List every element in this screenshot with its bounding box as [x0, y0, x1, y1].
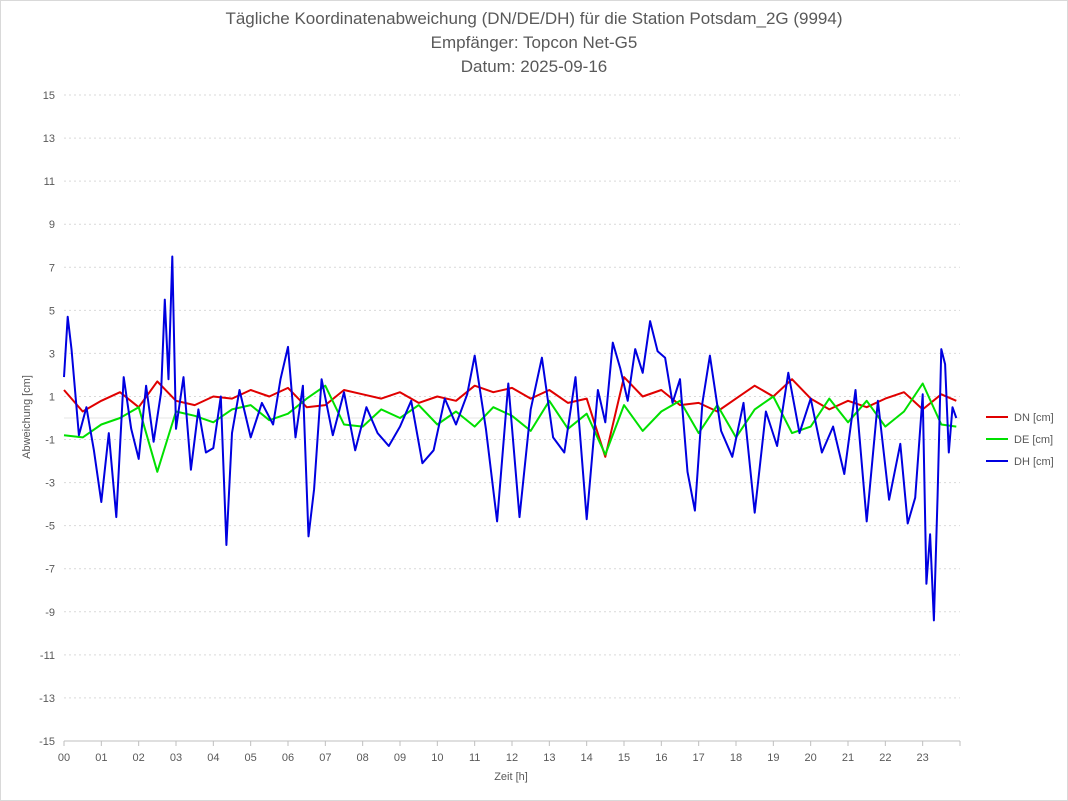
x-tick-label: 13 — [543, 752, 555, 764]
x-tick-label: 08 — [357, 752, 369, 764]
x-tick-label: 16 — [655, 752, 667, 764]
x-tick-label: 03 — [170, 752, 182, 764]
x-tick-label: 17 — [693, 752, 705, 764]
y-tick-label: -11 — [40, 650, 55, 662]
x-tick-label: 21 — [842, 752, 854, 764]
series-lines — [63, 255, 958, 622]
x-tick-label: 07 — [319, 752, 331, 764]
x-axis-ticks: 00 01 02 03 04 05 06 07 08 09 10 11 12 13 14 15 16 17 18 19… — [58, 741, 961, 764]
y-tick-label: -5 — [45, 521, 55, 533]
legend: DN [cm] DE [cm] DH [cm] — [986, 412, 1054, 468]
x-tick-label: 04 — [207, 752, 219, 764]
y-tick-label: 13 — [43, 133, 55, 145]
x-tick-label: 20 — [805, 752, 817, 764]
y-tick-label: 9 — [49, 219, 55, 231]
y-tick-label: 7 — [49, 262, 55, 274]
y-tick-label: -3 — [45, 478, 55, 490]
y-tick-label: -15 — [39, 736, 55, 748]
series-line-dh — [63, 255, 958, 622]
x-tick-label: 11 — [469, 752, 480, 764]
x-tick-label: 00 — [58, 752, 70, 764]
y-tick-label: -9 — [45, 607, 55, 619]
x-tick-label: 19 — [767, 752, 779, 764]
y-axis-label: Abweichung [cm] — [21, 375, 33, 459]
y-tick-label: 3 — [49, 348, 55, 360]
x-tick-label: 22 — [879, 752, 891, 764]
x-tick-label: 10 — [431, 752, 443, 764]
legend-label-dh: DH [cm] — [1014, 456, 1054, 468]
y-tick-label: 11 — [44, 176, 55, 188]
x-tick-label: 06 — [282, 752, 294, 764]
x-tick-label: 09 — [394, 752, 406, 764]
x-axis-label: Zeit [h] — [494, 771, 528, 783]
x-tick-label: 12 — [506, 752, 518, 764]
y-tick-label: -7 — [45, 564, 55, 576]
y-axis-ticks: 15 13 11 9 7 5 3 1 -1 -3 -5 -7 -9 -11 -13 -15 — [39, 90, 55, 748]
y-tick-label: 5 — [49, 305, 55, 317]
x-tick-label: 18 — [730, 752, 742, 764]
chart-subtitle-date: Datum: 2025-09-16 — [460, 57, 608, 76]
y-tick-label: -1 — [45, 435, 55, 447]
x-tick-label: 02 — [133, 752, 145, 764]
x-tick-label: 14 — [581, 752, 593, 764]
x-tick-label: 05 — [245, 752, 257, 764]
legend-label-dn: DN [cm] — [1014, 412, 1054, 424]
chart-subtitle-receiver: Empfänger: Topcon Net-G5 — [430, 33, 638, 52]
x-tick-label: 01 — [95, 752, 107, 764]
y-tick-label: 15 — [43, 90, 55, 102]
y-tick-label: -13 — [39, 693, 55, 705]
y-tick-label: 1 — [49, 391, 55, 403]
x-tick-label: 15 — [618, 752, 630, 764]
chart-title: Tägliche Koordinatenabweichung (DN/DE/DH… — [225, 9, 843, 28]
x-tick-label: 23 — [917, 752, 929, 764]
legend-label-de: DE [cm] — [1014, 434, 1053, 446]
